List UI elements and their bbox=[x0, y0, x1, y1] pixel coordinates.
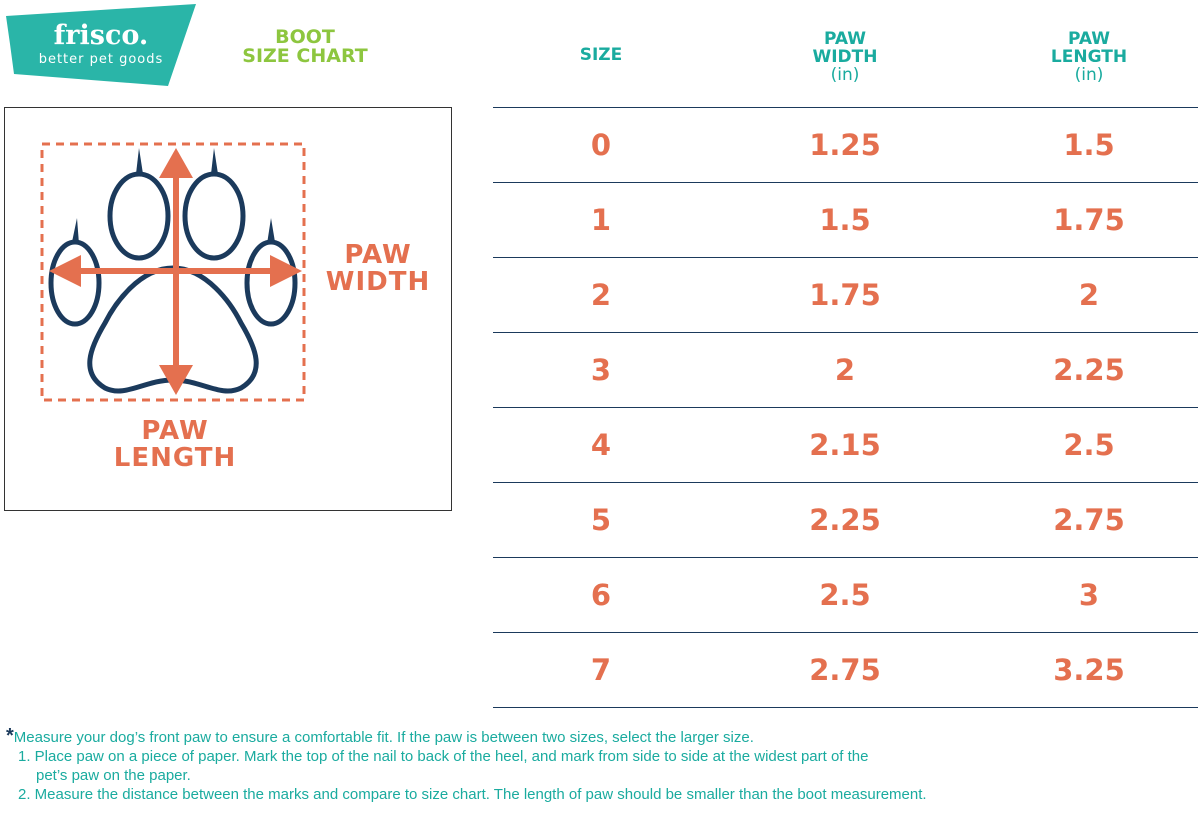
header-line: PAW bbox=[823, 29, 867, 49]
paw-width-cell: 2 bbox=[834, 353, 856, 387]
paw-length-cell: 1.5 bbox=[1063, 128, 1115, 162]
header-line: WIDTH bbox=[812, 47, 878, 67]
header-paw-width: PAW WIDTH (in) bbox=[745, 30, 945, 84]
logo-brand: frisco. bbox=[53, 20, 149, 51]
paw-illustration bbox=[40, 142, 306, 402]
paw-width-cell: 1.5 bbox=[819, 203, 871, 237]
label-line: PAW bbox=[344, 240, 412, 270]
table-row: 3 2 2.25 bbox=[493, 332, 1198, 407]
paw-width-cell: 2.15 bbox=[809, 428, 881, 462]
table-row: 1 1.5 1.75 bbox=[493, 182, 1198, 257]
paw-length-cell: 1.75 bbox=[1053, 203, 1125, 237]
title-line-2: SIZE CHART bbox=[242, 45, 368, 67]
table-row: 4 2.15 2.5 bbox=[493, 407, 1198, 482]
table-row: 5 2.25 2.75 bbox=[493, 482, 1198, 557]
paw-length-label: PAW LENGTH bbox=[105, 418, 245, 472]
paw-length-cell: 2 bbox=[1078, 278, 1100, 312]
size-cell: 5 bbox=[590, 503, 612, 537]
paw-width-cell: 1.25 bbox=[809, 128, 881, 162]
paw-length-cell: 2.25 bbox=[1053, 353, 1125, 387]
header-line: PAW bbox=[1067, 29, 1111, 49]
size-cell: 7 bbox=[590, 653, 612, 687]
note-step-1-cont: pet’s paw on the paper. bbox=[36, 767, 191, 784]
paw-length-cell: 2.75 bbox=[1053, 503, 1125, 537]
paw-length-cell: 2.5 bbox=[1063, 428, 1115, 462]
paw-width-cell: 2.75 bbox=[809, 653, 881, 687]
header-size: SIZE bbox=[579, 45, 623, 65]
paw-width-cell: 1.75 bbox=[809, 278, 881, 312]
paw-width-cell: 2.25 bbox=[809, 503, 881, 537]
logo-tagline: better pet goods bbox=[38, 52, 164, 67]
label-line: WIDTH bbox=[325, 267, 431, 297]
logo-badge-shape bbox=[6, 4, 196, 86]
asterisk: * bbox=[6, 725, 14, 747]
table-row: 0 1.25 1.5 bbox=[493, 107, 1198, 182]
header-unit: (in) bbox=[1074, 65, 1104, 85]
label-line: PAW bbox=[141, 416, 209, 446]
size-cell: 0 bbox=[590, 128, 612, 162]
header-unit: (in) bbox=[830, 65, 860, 85]
title-line-1: BOOT bbox=[275, 26, 335, 48]
size-table: 0 1.25 1.5 1 1.5 1.75 2 1.75 2 3 2 2.25 4 2.15 2.5 5 2.2… bbox=[493, 107, 1198, 708]
paw-measurement-diagram: PAW WIDTH PAW LENGTH bbox=[4, 107, 452, 511]
note-intro-text: Measure your dog’s front paw to ensure a… bbox=[13, 729, 754, 746]
note-step-1: 1. Place paw on a piece of paper. Mark t… bbox=[18, 748, 869, 765]
header-line: LENGTH bbox=[1050, 47, 1128, 67]
measurement-notes: *Measure your dog’s front paw to ensure … bbox=[6, 725, 927, 804]
page-title: BOOT SIZE CHART bbox=[230, 28, 380, 66]
size-cell: 3 bbox=[590, 353, 612, 387]
table-row: 2 1.75 2 bbox=[493, 257, 1198, 332]
frisco-logo: frisco. better pet goods bbox=[6, 4, 196, 86]
size-cell: 6 bbox=[590, 578, 612, 612]
dashed-box bbox=[40, 142, 306, 402]
header-paw-length: PAW LENGTH (in) bbox=[989, 30, 1189, 84]
table-row: 7 2.75 3.25 bbox=[493, 632, 1198, 708]
paw-length-cell: 3 bbox=[1078, 578, 1100, 612]
label-line: LENGTH bbox=[113, 443, 237, 473]
size-cell: 4 bbox=[590, 428, 612, 462]
note-step-2: 2. Measure the distance between the mark… bbox=[18, 786, 927, 803]
size-cell: 1 bbox=[590, 203, 612, 237]
table-row: 6 2.5 3 bbox=[493, 557, 1198, 632]
note-intro: *Measure your dog’s front paw to ensure … bbox=[6, 725, 927, 747]
measure-arrows bbox=[49, 148, 302, 395]
size-cell: 2 bbox=[590, 278, 612, 312]
paw-width-cell: 2.5 bbox=[819, 578, 871, 612]
paw-length-cell: 3.25 bbox=[1053, 653, 1125, 687]
paw-width-label: PAW WIDTH bbox=[323, 242, 433, 296]
